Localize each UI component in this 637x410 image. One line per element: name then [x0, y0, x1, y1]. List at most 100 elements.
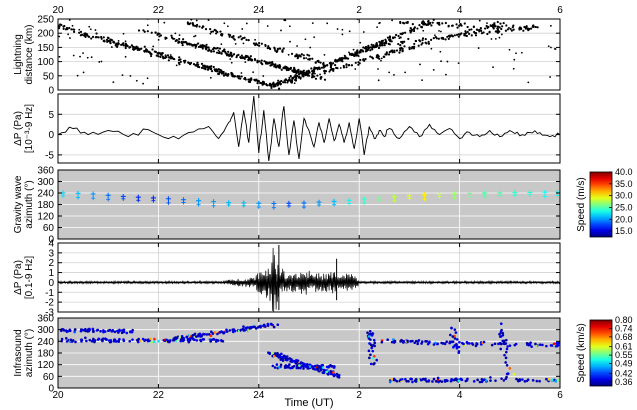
- lightning-point: [378, 44, 382, 47]
- lightning-point: [179, 58, 181, 61]
- gravity-azimuth-point: [392, 198, 397, 203]
- infrasound-azimuth-point: [273, 366, 277, 369]
- lightning-point: [71, 24, 74, 27]
- infrasound-azimuth-point: [68, 328, 72, 332]
- lightning-point: [225, 54, 229, 57]
- infrasound-azimuth-point: [386, 338, 389, 342]
- infrasound-azimuth-point: [425, 380, 428, 383]
- infrasound-azimuth-point: [97, 337, 101, 341]
- lightning-point: [420, 21, 424, 25]
- infrasound-azimuth-point: [455, 345, 459, 348]
- lightning-point: [309, 46, 312, 49]
- y-axis-label-line: [10⁻³-9 Hz]: [24, 104, 35, 153]
- lightning-point: [178, 37, 181, 41]
- lightning-point: [500, 27, 503, 31]
- lightning-point: [273, 83, 276, 86]
- lightning-point: [177, 61, 181, 64]
- lightning-point: [359, 58, 362, 62]
- lightning-point: [203, 67, 207, 70]
- lightning-point: [316, 74, 319, 77]
- infrasound-azimuth-point: [202, 332, 205, 336]
- lightning-point: [451, 24, 454, 27]
- infrasound-azimuth-point: [212, 338, 216, 341]
- lightning-point: [243, 57, 246, 60]
- infrasound-azimuth-point: [449, 379, 453, 383]
- y-axis-label-line: azimuth (°): [24, 180, 35, 228]
- colorbar-tick-label: 20.0: [615, 214, 633, 224]
- infrasound-azimuth-point: [128, 339, 132, 343]
- infrasound-azimuth-point: [388, 380, 392, 384]
- gravity-azimuth-point: [527, 192, 532, 197]
- lightning-point: [380, 57, 383, 60]
- infrasound-azimuth-point: [409, 340, 412, 343]
- lightning-point: [256, 43, 259, 47]
- gravity-azimuth-point: [196, 202, 201, 207]
- lightning-point: [465, 34, 468, 38]
- lightning-point: [299, 77, 302, 80]
- lightning-point: [398, 37, 401, 40]
- lightning-point: [124, 45, 127, 48]
- infrasound-azimuth-point: [185, 335, 189, 339]
- infrasound-azimuth-point: [452, 345, 455, 349]
- infrasound-azimuth-point: [79, 329, 83, 333]
- lightning-point: [278, 63, 281, 67]
- lightning-point: [147, 50, 150, 53]
- infrasound-azimuth-point: [504, 361, 507, 364]
- lightning-point: [412, 28, 416, 31]
- lightning-point: [253, 58, 257, 62]
- lightning-point: [232, 34, 235, 38]
- gravity-azimuth-point: [75, 190, 81, 196]
- lightning-point: [178, 41, 181, 44]
- lightning-point: [399, 49, 402, 52]
- lightning-point: [252, 42, 256, 45]
- lightning-point: [362, 58, 365, 62]
- lightning-point: [306, 53, 309, 56]
- lightning-point: [179, 60, 182, 64]
- infrasound-azimuth-point: [499, 342, 503, 346]
- plot-background: [58, 94, 560, 163]
- infrasound-azimuth-point: [275, 354, 279, 358]
- lightning-point: [346, 57, 350, 60]
- infrasound-azimuth-point: [313, 368, 317, 371]
- lightning-point: [58, 35, 61, 38]
- lightning-point: [192, 63, 196, 66]
- lightning-point: [357, 63, 360, 66]
- lightning-point: [87, 35, 91, 39]
- lightning-point: [249, 79, 252, 82]
- lightning-point: [122, 44, 125, 47]
- lightning-point: [451, 35, 454, 38]
- lightning-point: [419, 63, 421, 66]
- lightning-point: [293, 67, 296, 70]
- panel-frame: [57, 93, 561, 164]
- lightning-point: [195, 19, 198, 22]
- lightning-point: [233, 75, 236, 78]
- lightning-point: [181, 43, 184, 47]
- infrasound-azimuth-point: [325, 365, 329, 369]
- infrasound-azimuth-point: [503, 342, 506, 346]
- gravity-azimuth-point: [196, 198, 202, 204]
- lightning-point: [311, 57, 314, 60]
- lightning-point: [277, 83, 280, 86]
- lightning-point: [393, 36, 396, 39]
- lightning-point: [416, 27, 419, 30]
- lightning-point: [493, 22, 496, 25]
- lightning-point: [491, 26, 495, 29]
- lightning-point: [122, 42, 125, 45]
- lightning-point: [217, 49, 220, 52]
- infrasound-azimuth-point: [375, 358, 379, 362]
- infrasound-azimuth-point: [244, 326, 247, 330]
- gravity-azimuth-point: [452, 191, 458, 197]
- x-tick-label: 24: [253, 390, 265, 401]
- lightning-point: [438, 29, 440, 32]
- lightning-point: [496, 20, 499, 24]
- lightning-point: [489, 24, 492, 27]
- infrasound-azimuth-point: [112, 338, 116, 342]
- infrasound-azimuth-point: [180, 336, 184, 340]
- infrasound-azimuth-point: [550, 378, 554, 382]
- lightning-point: [388, 36, 391, 39]
- infrasound-azimuth-point: [552, 342, 556, 346]
- lightning-point: [187, 61, 191, 65]
- lightning-point: [403, 45, 406, 48]
- infrasound-azimuth-point: [241, 327, 245, 331]
- infrasound-azimuth-point: [310, 365, 314, 369]
